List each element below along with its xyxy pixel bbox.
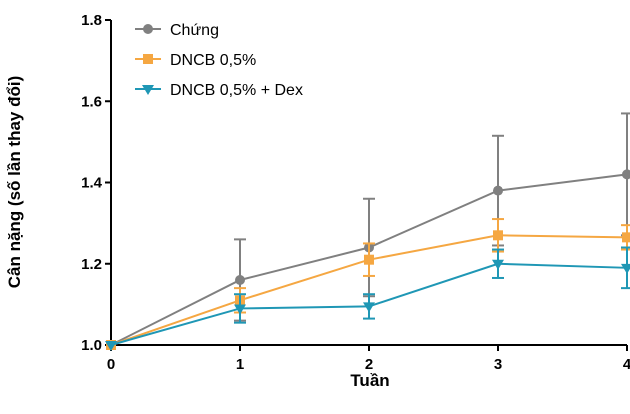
legend-item-2: DNCB 0,5% xyxy=(135,52,256,69)
y-tick-label: 1.0 xyxy=(81,337,102,354)
axes xyxy=(105,19,628,351)
data-point-circle xyxy=(143,24,153,34)
legend-item-1: Chứng xyxy=(135,22,219,39)
x-tick-label: 3 xyxy=(494,356,502,373)
y-tick-label: 1.8 xyxy=(81,12,102,29)
legend-label: DNCB 0,5% + Dex xyxy=(170,82,303,99)
data-point-circle xyxy=(235,275,245,285)
data-point-square xyxy=(493,230,503,241)
data-point-circle xyxy=(493,185,503,196)
data-point-triangle xyxy=(492,259,504,270)
series-layer xyxy=(105,112,630,351)
legend-label: DNCB 0,5% xyxy=(170,52,256,69)
data-point-triangle xyxy=(142,85,154,95)
legend-item-3: DNCB 0,5% + Dex xyxy=(135,82,303,99)
y-tick-label: 1.2 xyxy=(81,256,102,273)
x-tick-label: 2 xyxy=(365,356,373,373)
data-point-square xyxy=(622,232,630,243)
legend: Chứng DNCB 0,5% DNCB 0,5% + Dex xyxy=(135,22,303,99)
y-tick-label: 1.6 xyxy=(81,93,102,110)
legend-label: Chứng xyxy=(170,22,219,39)
data-point-square xyxy=(364,254,374,265)
data-point-triangle xyxy=(234,304,246,315)
data-point-triangle xyxy=(105,341,117,351)
x-tick-label: 4 xyxy=(623,356,630,373)
data-point-triangle xyxy=(363,302,375,313)
series-3 xyxy=(105,246,630,351)
x-tick-label: 0 xyxy=(107,356,115,373)
x-axis-title: Tuần xyxy=(350,371,389,390)
tick-labels: 1.0 1.2 1.4 1.6 1.8 0 1 2 3 4 xyxy=(81,12,630,373)
data-point-triangle xyxy=(621,263,630,274)
x-tick-label: 1 xyxy=(236,356,244,373)
y-tick-label: 1.4 xyxy=(81,175,103,192)
y-axis-title: Cân nặng (số lần thay đổi) xyxy=(5,76,24,289)
data-point-square xyxy=(143,54,153,64)
data-point-circle xyxy=(622,169,630,180)
